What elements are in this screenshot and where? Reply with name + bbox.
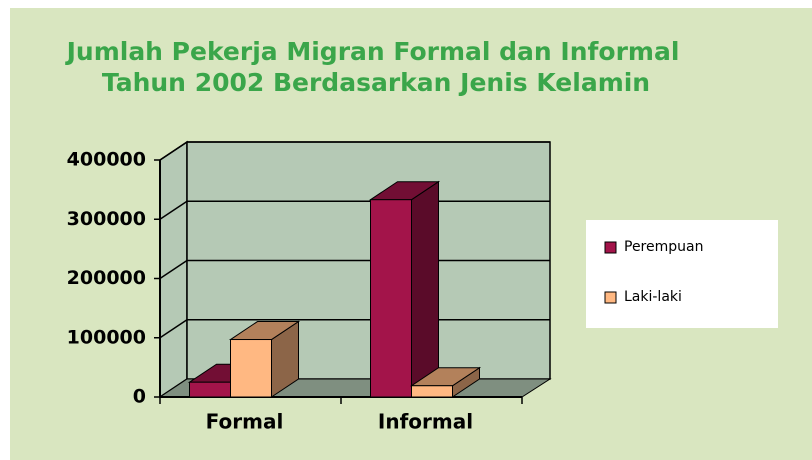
legend-label: Laki-laki xyxy=(624,289,682,305)
legend-swatch xyxy=(604,241,617,254)
grid-line xyxy=(159,141,188,161)
x-tick-label: Formal xyxy=(206,410,284,434)
y-tick-label: 100000 xyxy=(67,326,146,348)
x-tick-label: Informal xyxy=(378,410,473,434)
y-tick-label: 200000 xyxy=(67,267,146,289)
bar xyxy=(370,199,412,398)
grid-line xyxy=(159,259,188,280)
bar-side xyxy=(411,180,439,398)
chart-title: Jumlah Pekerja Migran Formal dan Informa… xyxy=(65,37,680,66)
bar xyxy=(189,381,231,398)
bar xyxy=(411,385,453,398)
grid-line xyxy=(159,200,188,220)
legend-label: Perempuan xyxy=(624,239,703,255)
y-tick-label: 400000 xyxy=(67,149,146,171)
legend-swatch xyxy=(604,291,617,304)
grid-line xyxy=(159,319,188,339)
y-tick-label: 0 xyxy=(133,386,146,408)
bar xyxy=(230,339,272,398)
chart-title: Tahun 2002 Berdasarkan Jenis Kelamin xyxy=(102,68,650,97)
y-tick-label: 300000 xyxy=(67,208,146,230)
legend xyxy=(586,220,778,328)
